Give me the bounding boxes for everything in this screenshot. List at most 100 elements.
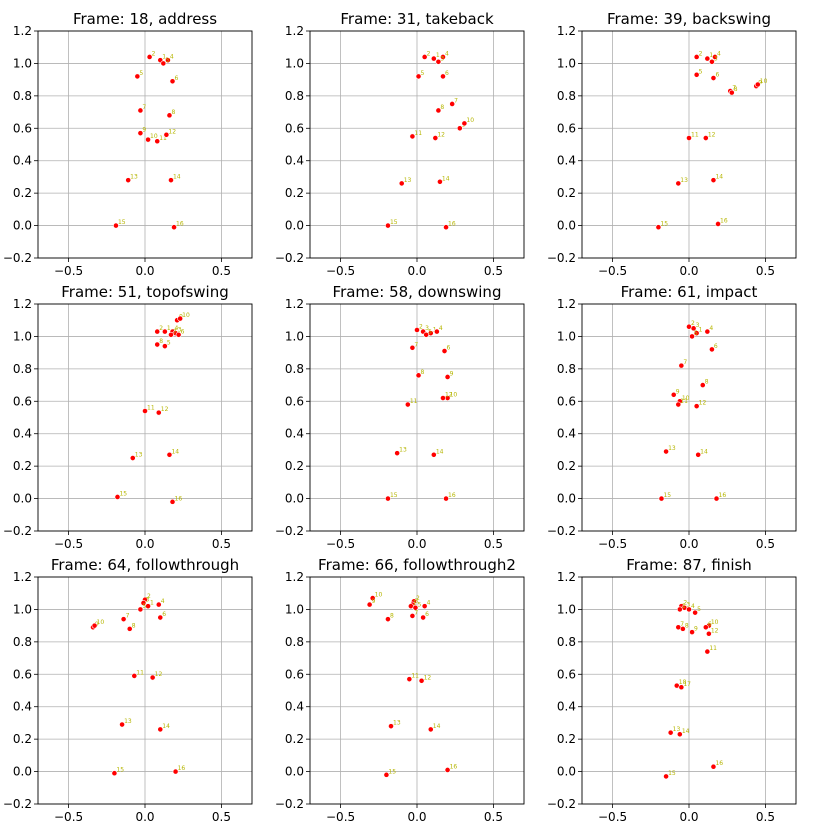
y-tick-label: 1.2 [13, 570, 32, 584]
keypoint-marker [140, 600, 147, 606]
keypoint-label: 9 [676, 388, 680, 395]
y-tick-label: 0.8 [13, 635, 32, 649]
x-tick-label: 0.5 [484, 264, 503, 278]
y-tick-label: 1.2 [13, 24, 32, 38]
y-tick-label: 0.6 [285, 394, 304, 408]
y-tick-label: 0.2 [285, 732, 304, 746]
keypoint-label: 1 [150, 600, 154, 607]
keypoint-marker [137, 130, 144, 137]
keypoint-label: 3 [178, 327, 182, 334]
keypoint-label: 1 [167, 325, 171, 332]
keypoint-marker [676, 606, 683, 613]
y-tick-label: 0.6 [13, 394, 32, 408]
keypoint-label: 2 [416, 595, 420, 602]
keypoint-label: 13 [404, 177, 412, 184]
keypoint-marker [704, 55, 711, 62]
keypoint-label: 16 [715, 760, 723, 767]
subplot-7: Frame: 64, followthrough −0.5 0.0 0.5 −0.2 0.… [3, 556, 253, 824]
y-tick-label: 1.2 [285, 297, 304, 311]
keypoint-label: 18 [679, 679, 687, 686]
keypoint-label: 11 [159, 135, 167, 142]
keypoint-marker [385, 495, 391, 502]
keypoint-marker [157, 726, 164, 733]
keypoint-label: 11 [680, 398, 688, 405]
y-tick-label: 0.6 [285, 121, 304, 135]
subplot-title: Frame: 61, impact [621, 283, 758, 301]
keypoint-label: 11 [414, 130, 422, 137]
subplot-title: Frame: 39, backswing [607, 10, 771, 28]
keypoint-marker [713, 495, 720, 502]
subplot-title: Frame: 51, topofswing [61, 283, 229, 301]
keypoint-label: 4 [175, 325, 179, 332]
y-tick-label: 0.4 [13, 154, 32, 168]
y-tick-label: 0.2 [13, 186, 32, 200]
keypoint-label: 2 [159, 325, 163, 332]
x-tick-label: −0.5 [54, 810, 83, 824]
keypoint-label: 16 [175, 495, 183, 502]
keypoint-label: 3 [145, 596, 149, 603]
keypoint-label: 5 [417, 601, 421, 608]
y-tick-label: 0.6 [557, 667, 576, 681]
keypoint-label: 8 [685, 622, 689, 629]
keypoint-marker [409, 344, 416, 351]
keypoint-label: 13 [135, 452, 143, 459]
keypoint-marker [161, 328, 168, 335]
keypoint-label: 7 [680, 621, 684, 628]
keypoint-label: 5 [167, 340, 171, 347]
keypoint-label: 6 [708, 621, 712, 628]
keypoint-label: 7 [173, 328, 177, 335]
y-tick-label: 1.2 [285, 570, 304, 584]
keypoint-marker [154, 138, 161, 145]
keypoint-label: 3 [696, 322, 700, 329]
keypoint-marker [155, 601, 162, 608]
keypoint-label: 16 [448, 492, 456, 499]
keypoint-label: 16 [176, 221, 184, 228]
y-tick-label: 0.6 [285, 667, 304, 681]
x-tick-label: 0.0 [135, 264, 154, 278]
keypoint-marker [678, 684, 685, 691]
keypoint-marker [709, 58, 715, 65]
subplot-title: Frame: 31, takeback [340, 10, 494, 28]
subplot-9: Frame: 87, finish −0.5 0.0 0.5 −0.2 0.0 0.2 0.4… [547, 556, 797, 824]
keypoint-marker [406, 676, 413, 683]
keypoint-marker [689, 629, 695, 636]
keypoint-marker [655, 224, 662, 231]
keypoint-label: 6 [715, 72, 719, 79]
keypoint-label: 15 [116, 767, 124, 774]
y-tick-label: 0.2 [557, 459, 576, 473]
keypoint-marker [149, 674, 156, 681]
keypoint-marker [168, 177, 174, 184]
keypoint-label: 9 [450, 370, 454, 377]
y-tick-label: 0.0 [285, 219, 304, 233]
keypoint-label: 6 [181, 328, 185, 335]
keypoint-marker [441, 348, 448, 354]
keypoint-label: 12 [161, 406, 169, 413]
keypoint-marker [709, 346, 715, 353]
keypoint-marker [157, 614, 164, 621]
keypoint-label: 7 [683, 359, 687, 366]
keypoint-marker [420, 614, 427, 621]
keypoint-marker [678, 362, 685, 369]
keypoint-marker [686, 135, 692, 141]
keypoint-label: 3 [414, 598, 418, 605]
x-tick-label: 0.0 [407, 537, 426, 551]
keypoint-marker [443, 495, 449, 502]
keypoint-label: 6 [425, 611, 429, 618]
keypoint-label: 11 [691, 132, 699, 139]
y-tick-label: 1.2 [557, 297, 576, 311]
keypoint-marker [113, 222, 119, 229]
x-tick-label: 0.0 [679, 537, 698, 551]
keypoint-label: 5 [697, 606, 701, 613]
keypoint-marker [704, 648, 711, 655]
y-tick-label: −0.2 [547, 251, 576, 265]
subplot-title: Frame: 66, followthrough2 [318, 556, 516, 574]
keypoint-label: 13 [393, 720, 401, 727]
keypoint-marker [409, 613, 416, 619]
keypoint-marker [444, 374, 451, 380]
keypoint-marker [114, 494, 121, 500]
keypoint-marker [715, 221, 721, 227]
keypoint-marker [675, 401, 682, 408]
keypoint-marker [692, 609, 699, 616]
keypoint-label: 8 [734, 86, 738, 93]
keypoint-marker [432, 135, 439, 141]
